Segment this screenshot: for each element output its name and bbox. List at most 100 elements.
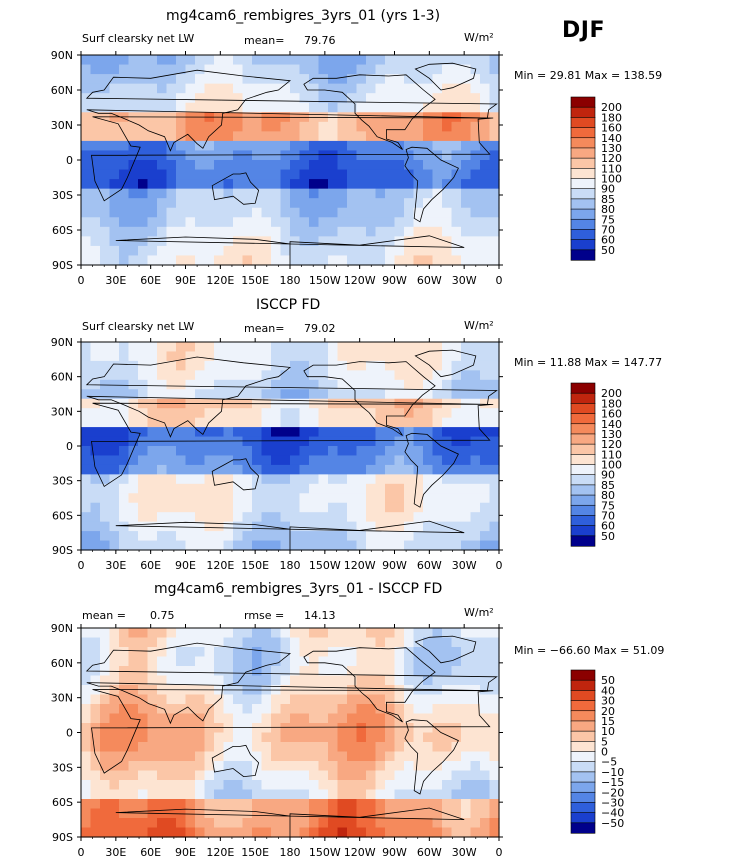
field-cell xyxy=(347,236,358,247)
field-cell xyxy=(176,121,187,132)
field-cell xyxy=(404,389,415,400)
field-cell xyxy=(356,351,367,362)
field-cell xyxy=(290,226,301,237)
field-cell xyxy=(432,131,443,142)
field-cell xyxy=(223,704,234,715)
field-cell xyxy=(214,675,225,686)
field-cell xyxy=(90,704,101,715)
field-cell xyxy=(119,370,130,381)
field-cell xyxy=(318,512,329,523)
field-cell xyxy=(242,351,253,362)
field-cell xyxy=(328,74,339,85)
field-cell xyxy=(138,255,149,266)
field-cell xyxy=(461,656,472,667)
field-cell xyxy=(404,169,415,180)
field-cell xyxy=(157,93,168,104)
field-cell xyxy=(423,360,434,371)
field-cell xyxy=(366,531,377,542)
field-cell xyxy=(318,389,329,400)
field-cell xyxy=(166,140,177,152)
field-cell xyxy=(385,360,396,371)
field-cell xyxy=(195,818,206,829)
field-cell xyxy=(214,188,225,199)
field-cell xyxy=(176,150,187,161)
field-cell xyxy=(347,474,358,485)
field-cell xyxy=(138,531,149,542)
field-cell xyxy=(138,799,149,810)
field-cell xyxy=(470,789,481,800)
field-cell xyxy=(147,131,158,142)
field-cell xyxy=(385,370,396,381)
field-cell xyxy=(280,427,291,438)
field-cell xyxy=(242,370,253,381)
field-cell xyxy=(470,742,481,753)
field-cell xyxy=(147,637,158,648)
field-cell xyxy=(480,169,491,180)
field-cell xyxy=(242,666,253,677)
field-cell xyxy=(290,446,301,457)
field-cell xyxy=(432,342,443,353)
colorbar-box xyxy=(570,751,596,763)
field-cell xyxy=(176,207,187,218)
field-cell xyxy=(442,255,453,266)
field-cell xyxy=(242,751,253,762)
field-cell xyxy=(404,666,415,677)
field-cell xyxy=(252,502,263,513)
field-cell xyxy=(347,761,358,772)
field-cell xyxy=(271,808,282,819)
field-cell xyxy=(109,512,120,523)
field-cell xyxy=(157,647,168,658)
field-cell xyxy=(328,751,339,762)
field-cell xyxy=(309,808,320,819)
field-cell xyxy=(309,540,320,551)
field-cell xyxy=(356,226,367,237)
field-cell xyxy=(128,379,139,390)
field-cell xyxy=(337,704,348,715)
field-cell xyxy=(109,675,120,686)
field-cell xyxy=(214,140,225,152)
field-cell xyxy=(394,540,405,551)
field-cell xyxy=(451,827,462,838)
panel-2-min-max: Min = 11.88 Max = 147.77 xyxy=(514,356,663,369)
field-cell xyxy=(489,808,500,819)
panel-2-units: W/m² xyxy=(464,319,494,332)
field-cell xyxy=(461,502,472,513)
field-cell xyxy=(375,342,386,353)
field-cell xyxy=(195,521,206,532)
field-cell xyxy=(451,198,462,209)
field-cell xyxy=(233,780,244,791)
field-cell xyxy=(280,360,291,371)
field-cell xyxy=(185,150,196,161)
field-cell xyxy=(214,74,225,85)
field-cell xyxy=(204,408,215,419)
panel-2-plot: 0 30E 60E 90E 120E 150E 180 150W 120W 90W 60W 30W 09… xyxy=(51,336,503,572)
field-cell xyxy=(242,818,253,829)
field-cell xyxy=(147,780,158,791)
field-cell xyxy=(185,408,196,419)
field-cell xyxy=(195,455,206,466)
panel-1-mean-label: mean= xyxy=(244,34,285,47)
field-cell xyxy=(451,694,462,705)
field-cell xyxy=(309,179,320,190)
field-cell xyxy=(470,446,481,457)
field-cell xyxy=(280,55,291,66)
field-cell xyxy=(176,818,187,829)
field-cell xyxy=(90,493,101,504)
field-cell xyxy=(366,255,377,266)
field-cell xyxy=(176,217,187,228)
field-cell xyxy=(290,408,301,419)
field-cell xyxy=(318,531,329,542)
field-cell xyxy=(128,751,139,762)
field-cell xyxy=(290,217,301,228)
colorbar-box xyxy=(570,392,596,404)
field-cell xyxy=(204,483,215,494)
field-cell xyxy=(157,427,168,438)
field-cell xyxy=(252,446,263,457)
colorbar-label: 100 xyxy=(601,173,622,186)
field-cell xyxy=(204,446,215,457)
field-cell xyxy=(280,140,291,152)
field-cell xyxy=(299,121,310,132)
field-cell xyxy=(166,408,177,419)
field-cell xyxy=(375,74,386,85)
field-cell xyxy=(119,160,130,171)
